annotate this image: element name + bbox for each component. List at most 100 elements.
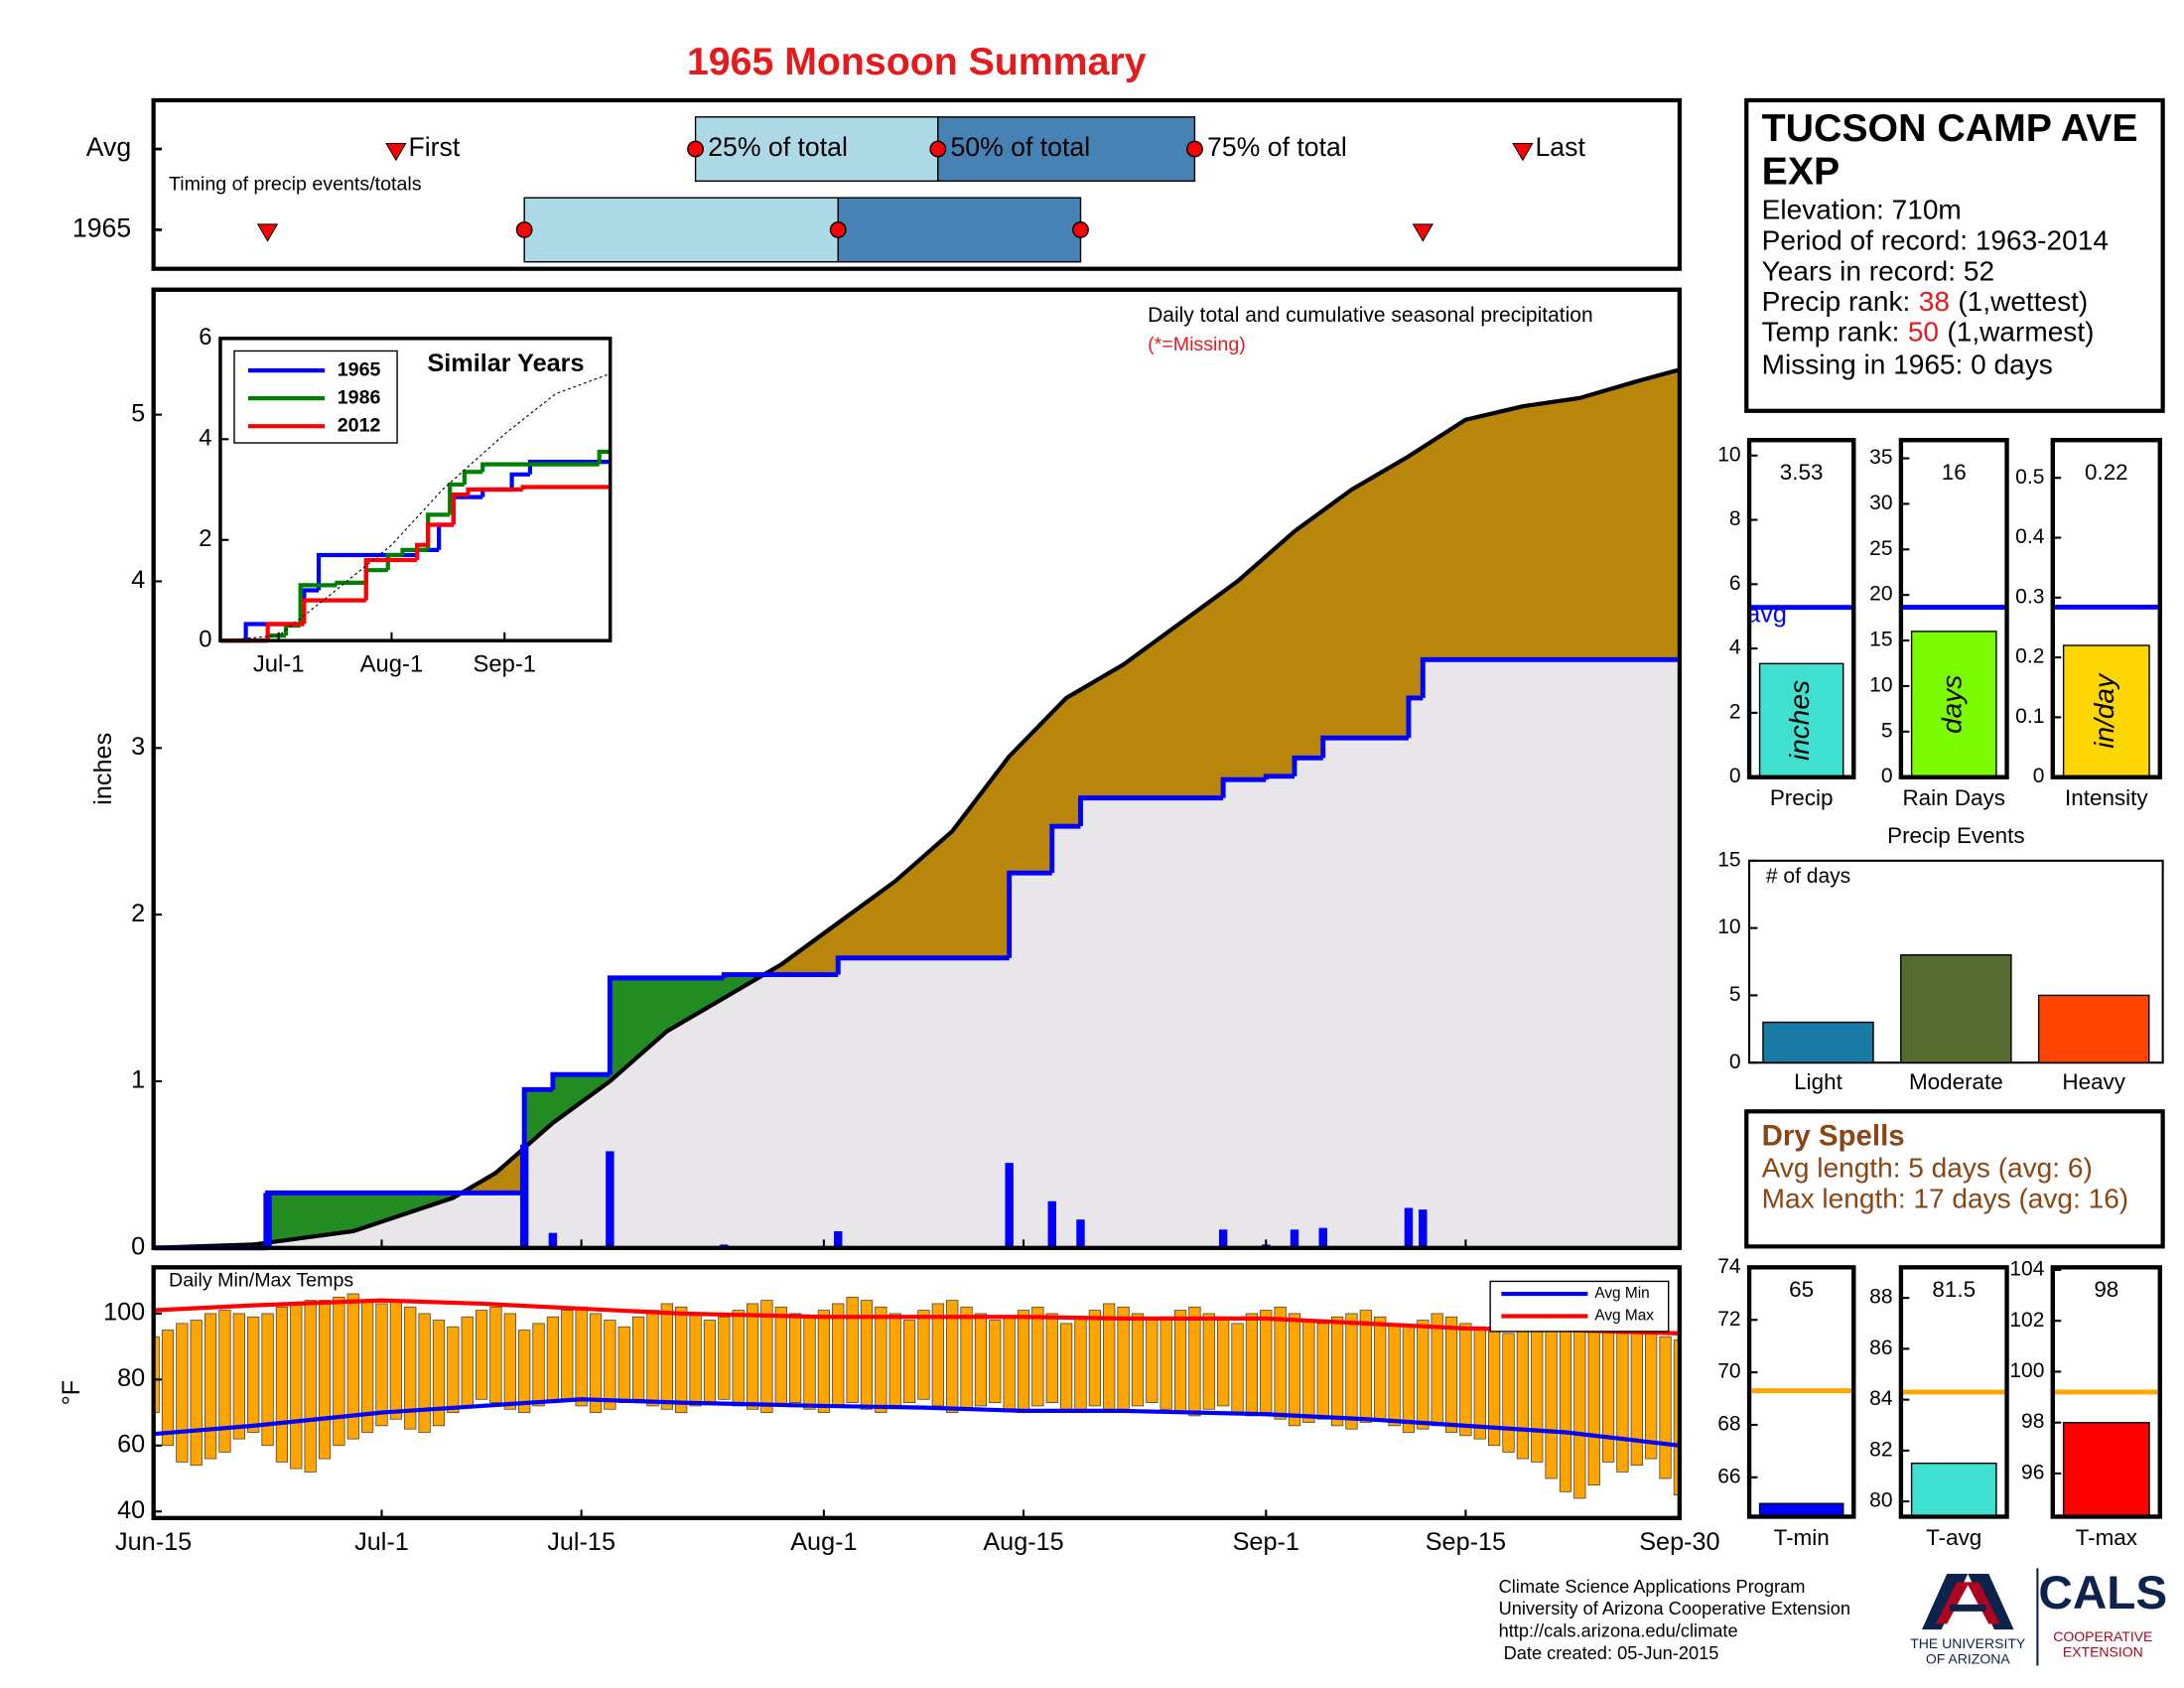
temp-bar (732, 1310, 745, 1407)
temp-bar (1231, 1323, 1244, 1413)
category-label: T-max (2076, 1525, 2137, 1550)
observed-line (1007, 870, 1052, 958)
annotation: Daily total and cumulative seasonal prec… (1148, 304, 1593, 327)
y-tick-label: 3 (131, 733, 145, 761)
temp-bar (1188, 1306, 1201, 1417)
timing-label: 25% of total (708, 132, 848, 162)
y-tick-label: 35 (1869, 446, 1892, 469)
x-tick-label: Aug-15 (983, 1528, 1063, 1556)
y-tick-label: 80 (117, 1364, 145, 1392)
timing-triangle (1412, 223, 1433, 242)
temp-bar (931, 1303, 944, 1407)
temp-bar (617, 1326, 630, 1403)
y-tick-label: 2 (199, 525, 211, 552)
timing-box (694, 116, 939, 183)
temp-bar (1088, 1310, 1101, 1407)
temp-bar (176, 1323, 189, 1463)
y-tick-label: 4 (131, 566, 145, 594)
y-tick-label: 4 (1729, 636, 1741, 659)
temp-bar (153, 1336, 160, 1413)
value-label: 65 (1789, 1277, 1814, 1302)
temp-bar (746, 1303, 759, 1410)
y-tick-label: 5 (1881, 719, 1893, 742)
temp-bar (247, 1316, 260, 1433)
timing-marker (929, 140, 947, 158)
temp-bar (389, 1300, 402, 1420)
temp-bar (1202, 1313, 1215, 1410)
temp-bar (960, 1306, 973, 1410)
chart-title: Precip Events (1887, 823, 2024, 848)
temp-bar (803, 1316, 816, 1410)
dry-spells-line: Max length: 17 days (avg: 16) (1762, 1183, 2128, 1213)
temp-bar (1017, 1310, 1030, 1413)
x-tick-label: Jul-1 (253, 651, 305, 678)
x-tick-label: Aug-1 (360, 651, 424, 678)
temp-bar (1473, 1326, 1486, 1440)
y-tick-label: 102 (2009, 1309, 2044, 1332)
series-line (298, 583, 338, 626)
temp-bar (1459, 1323, 1472, 1437)
temp-bar (589, 1313, 603, 1413)
y-tick-label: 100 (103, 1299, 145, 1327)
temp-bar (789, 1313, 802, 1403)
temp-bar (218, 1310, 231, 1453)
temp-bar (860, 1300, 874, 1410)
temp-bar (204, 1313, 217, 1460)
y-tick-label: 10 (1869, 673, 1892, 696)
temp-bar (946, 1300, 959, 1413)
timing-label: 50% of total (950, 132, 1090, 162)
temp-bar (1173, 1310, 1187, 1413)
y-tick-label: 0 (199, 627, 211, 653)
daily-bar (263, 1193, 272, 1248)
temp-bar (832, 1303, 845, 1407)
axes-frame (1746, 438, 1856, 779)
legend-label: Avg Min (1594, 1285, 1649, 1302)
station-period: Period of record: 1963-2014 (1762, 224, 2109, 255)
dry-spells-title: Dry Spells (1762, 1120, 1905, 1153)
timing-triangle (256, 223, 279, 242)
y-tick-label: 15 (1869, 629, 1892, 651)
observed-line (721, 972, 839, 978)
temp-bar (432, 1320, 446, 1427)
x-tick-label: Light (1794, 1069, 1843, 1094)
logo-text: EXTENSION (2063, 1644, 2143, 1660)
y-tick-label: 6 (199, 324, 211, 351)
average-line (153, 367, 1681, 1250)
y-tick-label: 1 (131, 1066, 145, 1094)
temp-bar (660, 1303, 673, 1410)
temp-bar (261, 1313, 274, 1447)
station-years: Years in record: 52 (1762, 255, 1994, 286)
temp-bar (1388, 1323, 1401, 1427)
temp-bar (1003, 1316, 1016, 1410)
series-line (466, 487, 523, 495)
temp-bar (718, 1316, 731, 1400)
temp-bar (304, 1300, 317, 1473)
y-tick-label: 0.3 (2015, 585, 2044, 608)
series-line (451, 492, 469, 525)
series-line (316, 552, 418, 591)
y-tick-label: 5 (1729, 983, 1741, 1006)
bar (1900, 954, 2012, 1063)
temp-bar (1217, 1316, 1230, 1407)
y-tick-label: 88 (1869, 1286, 1892, 1309)
temp-bar (447, 1326, 460, 1413)
series-line (385, 552, 403, 571)
temp-bar (1260, 1310, 1273, 1413)
station-missing: Missing in 1965: 0 days (1762, 349, 2053, 379)
x-tick-label: Sep-1 (473, 651, 536, 678)
observed-line (1263, 774, 1295, 780)
axes-frame (151, 1265, 1683, 1520)
temp-bar (575, 1306, 588, 1407)
temp-bar (290, 1303, 303, 1470)
temp-bar (1288, 1313, 1301, 1427)
y-tick-label: 30 (1869, 492, 1892, 514)
daily-bar (1404, 1207, 1414, 1248)
temp-bar (1245, 1313, 1258, 1417)
y-tick-label: 25 (1869, 537, 1892, 560)
temp-bar (1616, 1333, 1629, 1473)
observed-line (1420, 656, 1680, 698)
y-tick-label: 8 (1729, 507, 1741, 530)
y-tick-label: 86 (1869, 1336, 1892, 1359)
x-tick-label: Sep-1 (1233, 1528, 1299, 1556)
timing-marker (1072, 221, 1089, 238)
